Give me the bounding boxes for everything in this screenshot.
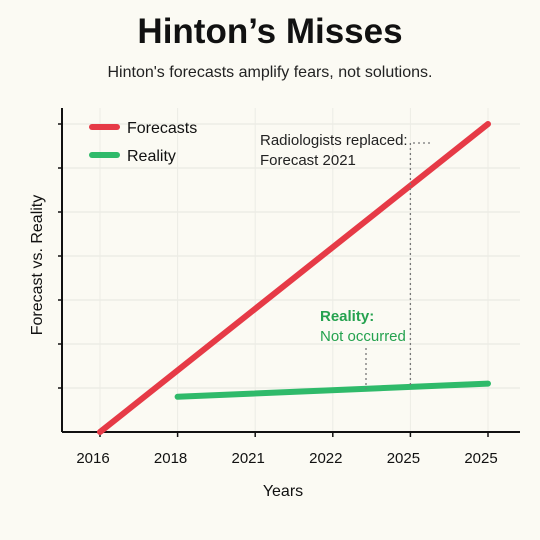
legend: Forecasts Reality (89, 120, 197, 165)
annotation-reality-title: Reality: (320, 308, 374, 325)
chart-subtitle: Hinton's forecasts amplify fears, not so… (107, 64, 433, 81)
x-tick-label: 2018 (154, 450, 187, 467)
tick-labels: 2016 2018 2021 2022 2025 2025 Years Forecast vs… (29, 195, 498, 500)
series-line-forecasts (97, 121, 491, 435)
series-lines (97, 121, 491, 435)
chart-title: Hinton’s Misses (137, 12, 403, 51)
x-tick-label: 2016 (76, 450, 109, 467)
x-axis-label: Years (263, 483, 303, 500)
x-tick-label: 2021 (232, 450, 265, 467)
series-line-reality (174, 380, 491, 400)
x-tick-label: 2025 (387, 450, 420, 467)
annotation-forecast-title: Radiologists replaced: (260, 132, 408, 149)
y-axis-label: Forecast vs. Reality (29, 195, 46, 335)
annotation-reality-detail: Not occurred (320, 328, 406, 345)
annotations: Radiologists replaced: Forecast 2021 Reali… (260, 132, 430, 389)
legend-label-reality: Reality (127, 148, 176, 165)
x-tick-label: 2022 (309, 450, 342, 467)
legend-label-forecasts: Forecasts (127, 120, 197, 137)
axes (58, 108, 520, 437)
annotation-forecast-detail: Forecast 2021 (260, 152, 356, 169)
x-tick-label: 2025 (464, 450, 497, 467)
